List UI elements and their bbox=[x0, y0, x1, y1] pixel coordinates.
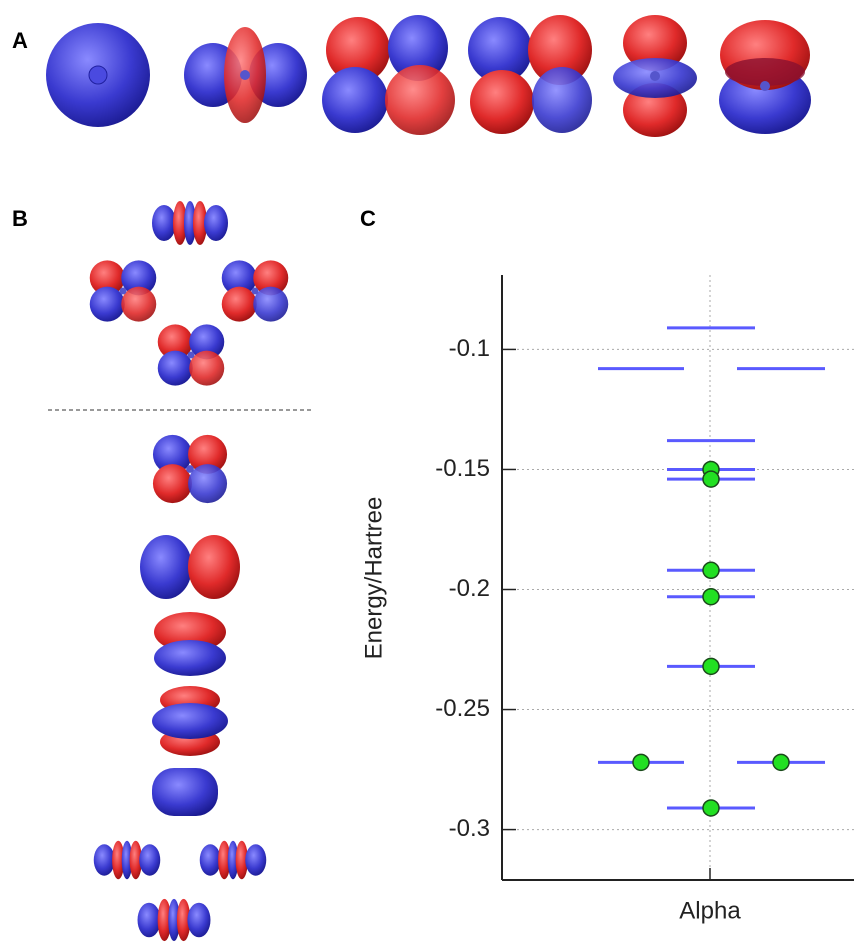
panel-label: C bbox=[360, 206, 376, 231]
electron bbox=[702, 470, 720, 488]
orbitals-b bbox=[48, 201, 314, 942]
y-tick-label: -0.25 bbox=[435, 695, 490, 722]
electron bbox=[772, 753, 790, 772]
y-tick-label: -0.3 bbox=[449, 815, 490, 842]
y-axis-label: Energy/Hartree bbox=[360, 497, 387, 660]
chart: Energy/Hartree bbox=[360, 497, 387, 660]
electron bbox=[702, 561, 720, 580]
electron bbox=[702, 587, 720, 606]
orbitals-a bbox=[46, 15, 811, 137]
electron bbox=[632, 753, 650, 772]
x-tick-label: Alpha bbox=[679, 897, 741, 924]
y-tick-label: -0.15 bbox=[435, 455, 490, 482]
y-tick-label: -0.2 bbox=[449, 575, 490, 602]
y-tick-label: -0.1 bbox=[449, 335, 490, 362]
panel-label: B bbox=[12, 206, 28, 231]
electron bbox=[702, 799, 720, 817]
panel-label: A bbox=[12, 28, 28, 53]
electron bbox=[702, 657, 720, 676]
